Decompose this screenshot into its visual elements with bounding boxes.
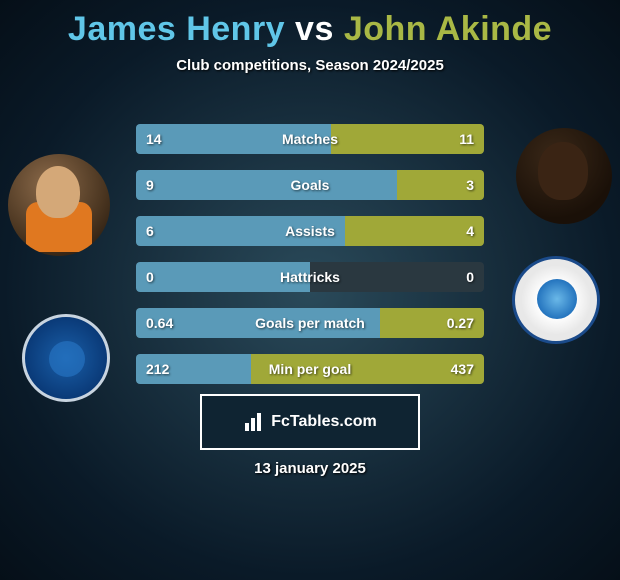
stat-label: Hattricks [136, 262, 484, 292]
subtitle: Club competitions, Season 2024/2025 [0, 57, 620, 74]
stats-container: 1411Matches 93Goals 64Assists 00Hattricks 0.… [136, 124, 484, 400]
player2-club-badge [512, 256, 600, 344]
stat-label: Goals [136, 170, 484, 200]
date-text: 13 january 2025 [0, 460, 620, 477]
stat-row: 64Assists [136, 216, 484, 246]
vs-text: vs [295, 10, 334, 48]
stat-label: Matches [136, 124, 484, 154]
bar-chart-icon [243, 411, 265, 433]
comparison-title: James Henry vs John Akinde [0, 0, 620, 49]
footer-brand-text: FcTables.com [271, 413, 377, 431]
player1-club-badge [22, 314, 110, 402]
stat-row: 0.640.27Goals per match [136, 308, 484, 338]
stat-row: 212437Min per goal [136, 354, 484, 384]
stat-row: 00Hattricks [136, 262, 484, 292]
stat-label: Assists [136, 216, 484, 246]
stat-label: Goals per match [136, 308, 484, 338]
stat-row: 93Goals [136, 170, 484, 200]
stat-label: Min per goal [136, 354, 484, 384]
fctables-logo[interactable]: FcTables.com [200, 394, 420, 450]
player2-name: John Akinde [344, 10, 552, 48]
player1-avatar [8, 154, 110, 256]
stat-row: 1411Matches [136, 124, 484, 154]
player2-avatar [516, 128, 612, 224]
player1-name: James Henry [68, 10, 285, 48]
